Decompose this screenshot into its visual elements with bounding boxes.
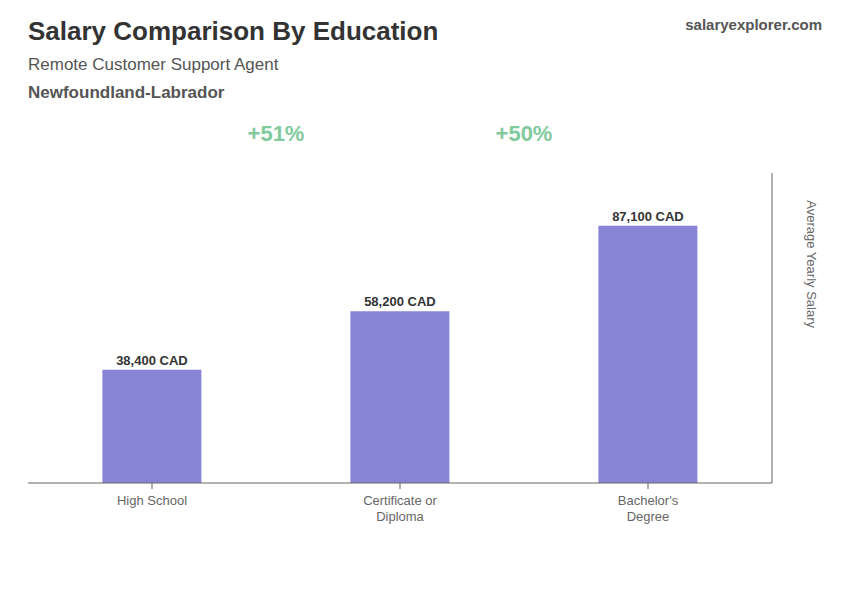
- svg-text:38,400 CAD: 38,400 CAD: [116, 353, 188, 368]
- html-text:Newfoundland-Labrador: Newfoundland-Labrador: [28, 83, 225, 102]
- svg-text:Bachelor'sDegree: Bachelor'sDegree: [618, 493, 679, 524]
- html-text:Remote Customer Support Agent: Remote Customer Support Agent: [28, 55, 279, 74]
- html-text:+50%: +50%: [495, 121, 553, 146]
- html-text:+51%: +51%: [247, 121, 305, 146]
- html-text:salaryexplorer.com: salaryexplorer.com: [685, 16, 822, 33]
- svg-text:Certificate orDiploma: Certificate orDiploma: [363, 493, 437, 524]
- svg-text:High School: High School: [117, 493, 187, 508]
- svg-text:58,200 CAD: 58,200 CAD: [364, 294, 436, 309]
- svg-text:87,100 CAD: 87,100 CAD: [612, 209, 684, 224]
- html-text:Salary Comparison By Education: Salary Comparison By Education: [28, 16, 439, 46]
- svg-text:Average Yearly Salary: Average Yearly Salary: [804, 200, 819, 328]
